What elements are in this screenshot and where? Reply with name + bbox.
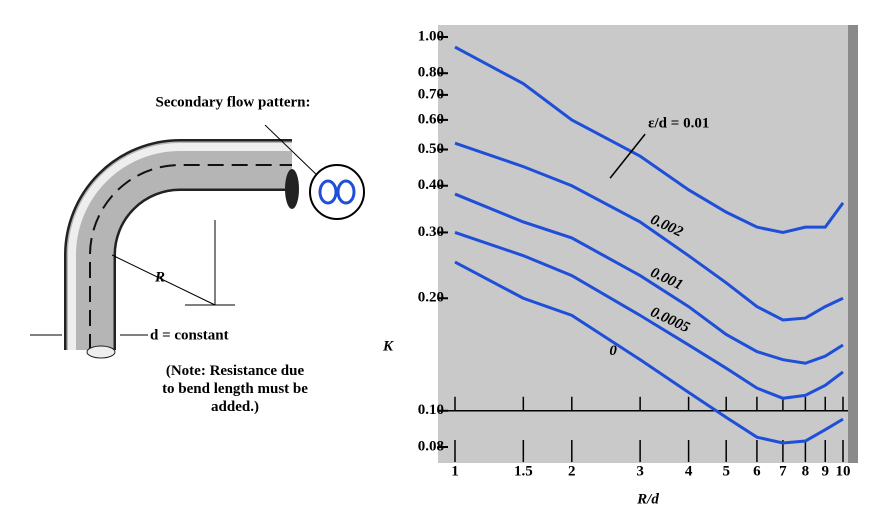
chart: R d = constant Secondary flow pattern: K…	[0, 0, 878, 523]
x-tick-label: 8	[802, 463, 810, 479]
plot-edge	[848, 25, 858, 463]
y-axis-label: K	[382, 338, 394, 354]
note: (Note: Resistance due to bend length mus…	[160, 362, 310, 416]
diameter-label: d = constant	[150, 327, 229, 343]
x-tick-label: 9	[821, 463, 829, 479]
x-tick-label: 6	[753, 463, 761, 479]
x-tick-label: 2	[568, 463, 576, 479]
radius-label: R	[154, 269, 165, 285]
figure: R d = constant Secondary flow pattern: K…	[0, 0, 878, 523]
x-tick-label: 10	[836, 463, 851, 479]
flow-label: Secondary flow pattern:	[156, 94, 311, 110]
pipe	[90, 165, 292, 350]
x-tick-label: 4	[685, 463, 693, 479]
curve-label: ε/d = 0.01	[648, 116, 709, 132]
x-tick-label: 3	[636, 463, 644, 479]
curve-label: 0	[609, 343, 617, 359]
pipe-end	[285, 169, 299, 209]
x-tick-label: 7	[779, 463, 787, 479]
x-tick-label: 1.5	[514, 463, 533, 479]
pipe-opening	[87, 346, 115, 358]
page: R d = constant Secondary flow pattern: K…	[0, 0, 878, 523]
x-axis-label: R/d	[636, 491, 659, 507]
x-tick-label: 1	[451, 463, 459, 479]
x-tick-label: 5	[722, 463, 730, 479]
